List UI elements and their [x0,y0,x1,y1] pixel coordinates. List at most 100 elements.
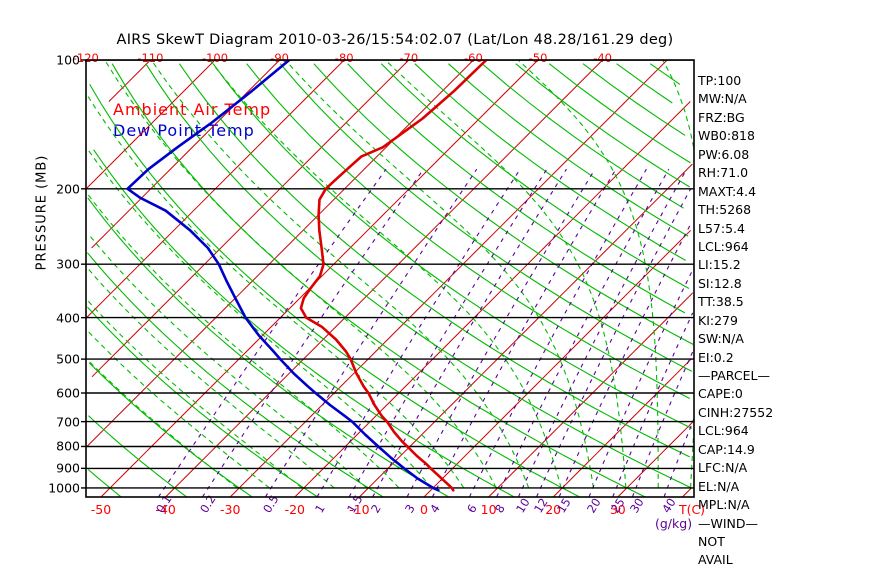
temperature-axis-unit-label: T(C) [678,502,706,517]
isotherm-line [617,421,694,497]
mixing-ratio-line [406,168,596,497]
mixing-ratio-line [612,312,694,497]
pressure-tick-label: 900 [56,460,80,476]
moist-adiabat-line [104,60,497,489]
dry-adiabat-line [178,63,690,458]
isotherm-line [86,60,216,190]
mixing-ratio-line [535,188,692,497]
moist-adiabat-line [662,60,694,148]
dry-adiabat-line [279,63,693,372]
mixing-ratio-axis-unit-label: (g/kg) [655,516,693,531]
sounding-index-item: PW:6.08 [698,146,750,162]
bottom-temperature-tick-label: 20 [545,502,562,517]
moist-adiabat-line [86,358,238,489]
moist-adiabat-line [284,60,595,489]
mixing-ratio-line [316,168,521,497]
top-temperature-tick-label: -100 [201,51,229,65]
dry-adiabat-line [246,63,690,399]
moist-adiabat-line [86,328,270,489]
isotherm-line [488,292,694,497]
plot-border [85,59,695,498]
sounding-index-item: EI:0.2 [698,349,734,365]
bottom-temperature-tick-label: -20 [284,502,306,517]
mixing-ratio-line [468,168,647,497]
pressure-tick-label: 800 [56,438,80,454]
isotherm-line [682,487,692,497]
bottom-temperature-tick-label: 0 [420,502,428,517]
moist-adiabat-line [87,300,303,489]
bottom-temperature-tick-label: -10 [349,502,370,517]
pressure-tick-label: 700 [56,414,80,430]
top-temperature-tick-label: -90 [270,51,289,65]
bottom-temperature-tick-label: -50 [90,502,112,517]
top-temperature-tick-label: -70 [399,51,419,65]
sounding-index-item: SI:12.8 [698,275,742,291]
top-temperature-tick-label: -110 [137,51,164,65]
sounding-index-item: MW:N/A [698,91,747,107]
mixing-ratio-line [157,168,387,497]
mixing-ratio-line [517,168,688,497]
dry-adiabat-line [87,197,450,497]
dry-adiabat-line [86,252,384,497]
sounding-index-item: RH:71.0 [698,165,749,181]
sounding-index-item: CAPE:0 [698,386,743,402]
sounding-index-item: L57:5.4 [698,220,745,236]
mixing-ratio-line [663,418,694,497]
dry-adiabat-line [448,63,689,237]
top-temperature-tick-label: -120 [72,51,99,65]
isotherm-line [294,101,691,497]
bottom-temperature-tick-label: -40 [155,502,176,517]
isotherm-line [100,60,539,497]
pressure-tick-label: 200 [56,181,80,197]
isotherm-line [86,60,474,447]
dry-adiabat-line [380,63,690,289]
sounding-index-item: MPL:N/A [698,497,750,513]
isotherm-line [423,229,692,497]
dry-adiabat-line [515,63,690,188]
sounding-indices-panel: TP:100 MW:N/A FRZ:BG WB0:818 PW:6.08 RH:71.0 M… [698,72,866,570]
dry-adiabat-line [87,469,122,497]
dry-adiabat-line [88,362,253,497]
mixing-ratio-line [348,168,548,497]
mixing-ratio-line [631,351,694,497]
pressure-tick-label: 400 [56,310,80,326]
isotherm-line [552,358,692,497]
sounding-index-item: LI:15.2 [698,257,741,273]
moist-adiabat-line [86,93,465,489]
dry-adiabat-line [582,63,686,136]
pressure-tick-label: 100 [56,52,80,68]
dry-adiabat-line [145,63,693,489]
top-temperature-tick-label: -50 [528,51,548,65]
sounding-index-item: KI:279 [698,312,738,328]
mixing-ratio-line [496,168,670,497]
sounding-index-item: LCL:964 [698,423,749,439]
sounding-index-item: CAP:14.9 [698,441,755,457]
isotherm-line [229,60,668,497]
dry-adiabat-line [89,84,581,497]
moist-adiabat-line [86,193,400,489]
bottom-temperature-tick-label: 10 [480,502,497,517]
isotherm-line [86,60,345,318]
sounding-index-item: NOT [698,533,725,549]
dry-adiabat-line [87,306,319,497]
sounding-index-item: WB0:818 [698,128,755,144]
sounding-index-item: —PARCEL— [698,368,770,383]
pressure-tick-label: 600 [56,385,80,401]
top-temperature-tick-label: -40 [593,51,612,65]
temperature-profile-curve [299,60,488,492]
sounding-index-item: MAXT:4.4 [698,183,757,199]
legend-ambient-air-temp: Ambient Air Temp [113,100,272,119]
sounding-index-item: TH:5268 [698,202,752,218]
mixing-ratio-line [265,168,478,497]
dry-adiabat-line [548,63,691,164]
page-title: AIRS SkewT Diagram 2010-03-26/15:54:02.0… [116,32,674,48]
bottom-temperature-tick-label: 30 [609,502,626,517]
moist-adiabat-line [87,233,367,489]
moist-adiabat-line [517,60,659,488]
mixing-ratio-line [588,270,693,497]
sounding-index-item: CINH:27552 [698,404,774,420]
dry-adiabat-line [649,63,681,85]
grid-layer [86,60,694,497]
